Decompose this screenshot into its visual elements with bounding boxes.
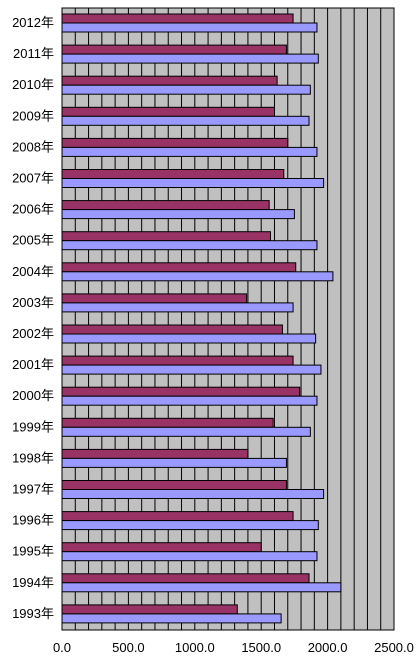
bar-2002年-series-2 xyxy=(61,333,317,344)
category-label: 2011年 xyxy=(13,46,54,61)
x-axis-tick-labels: 0.0 500.0 1000.0 1500.0 2000.0 2500.0 xyxy=(53,640,414,655)
bar-1999年-series-1 xyxy=(61,417,274,428)
bar-1998年-series-2 xyxy=(61,457,287,468)
bar-1994年-series-2 xyxy=(61,582,342,593)
category-label: 1994年 xyxy=(12,575,54,590)
category-label: 2005年 xyxy=(12,233,54,248)
bar-2003年-series-2 xyxy=(61,302,294,313)
category-label: 2010年 xyxy=(12,77,54,92)
bar-2008年-series-1 xyxy=(61,137,289,148)
bar-2012年-series-1 xyxy=(61,13,294,24)
category-label: 1998年 xyxy=(12,450,54,465)
bar-2000年-series-2 xyxy=(61,395,318,406)
category-labels: 2012年 2011年 2010年 2009年 2008年 2007年 2006年 2005年… xyxy=(12,15,54,621)
bar-1995年-series-2 xyxy=(61,551,318,562)
bar-1998年-series-1 xyxy=(61,448,249,459)
category-label: 2003年 xyxy=(12,295,54,310)
bar-1999年-series-2 xyxy=(61,426,311,437)
category-label: 2002年 xyxy=(12,326,54,341)
category-label: 2012年 xyxy=(12,15,54,30)
bar-2008年-series-2 xyxy=(61,146,318,157)
x-tick-label: 2000.0 xyxy=(308,640,348,655)
bar-2009年-series-2 xyxy=(61,115,310,126)
bar-1997年-series-2 xyxy=(61,489,325,499)
bar-1993年-series-2 xyxy=(61,613,282,624)
bar-2005年-series-2 xyxy=(61,240,318,251)
category-label: 1996年 xyxy=(12,513,54,528)
bar-2011年-series-1 xyxy=(61,44,287,55)
bar-2003年-series-1 xyxy=(61,293,248,304)
bar-1996年-series-1 xyxy=(61,511,294,522)
category-label: 1993年 xyxy=(12,606,54,621)
plot-area xyxy=(61,7,395,631)
bar-1996年-series-2 xyxy=(61,520,319,531)
category-label: 2009年 xyxy=(12,108,54,123)
bar-2002年-series-1 xyxy=(61,324,283,335)
category-label: 2000年 xyxy=(12,388,54,403)
bar-2007年-series-2 xyxy=(61,178,325,188)
x-tick-label: 500.0 xyxy=(112,640,145,655)
bar-2012年-series-2 xyxy=(61,22,318,33)
category-label: 1997年 xyxy=(12,482,54,497)
bars xyxy=(61,13,342,624)
bar-2010年-series-1 xyxy=(61,75,278,86)
category-label: 1999年 xyxy=(12,419,54,434)
category-label: 2008年 xyxy=(12,139,54,154)
bar-2001年-series-1 xyxy=(61,355,294,366)
x-tick-label: 1500.0 xyxy=(241,640,281,655)
x-tick-label: 2500.0 xyxy=(374,640,414,655)
bar-2006年-series-1 xyxy=(61,200,270,211)
bar-1995年-series-1 xyxy=(61,542,262,553)
category-label: 1995年 xyxy=(12,544,54,559)
bar-2006年-series-2 xyxy=(61,209,295,220)
bar-2010年-series-2 xyxy=(61,84,311,95)
x-tick-label: 1000.0 xyxy=(175,640,215,655)
bar-1997年-series-1 xyxy=(61,480,287,490)
bar-2005年-series-1 xyxy=(61,231,271,242)
bar-2001年-series-2 xyxy=(61,364,322,375)
bar-2004年-series-1 xyxy=(61,262,297,273)
category-label: 2001年 xyxy=(12,357,54,372)
bar-2009年-series-1 xyxy=(61,106,275,117)
bar-2004年-series-2 xyxy=(61,271,334,282)
x-tick-label: 0.0 xyxy=(53,640,71,655)
category-label: 2004年 xyxy=(12,264,54,279)
bar-2011年-series-2 xyxy=(61,53,319,64)
bar-2000年-series-1 xyxy=(61,386,301,397)
category-label: 2007年 xyxy=(12,171,54,186)
bar-1994年-series-1 xyxy=(61,573,310,584)
category-label: 2006年 xyxy=(12,202,54,217)
bar-1993年-series-1 xyxy=(61,604,238,615)
bar-2007年-series-1 xyxy=(61,169,285,179)
